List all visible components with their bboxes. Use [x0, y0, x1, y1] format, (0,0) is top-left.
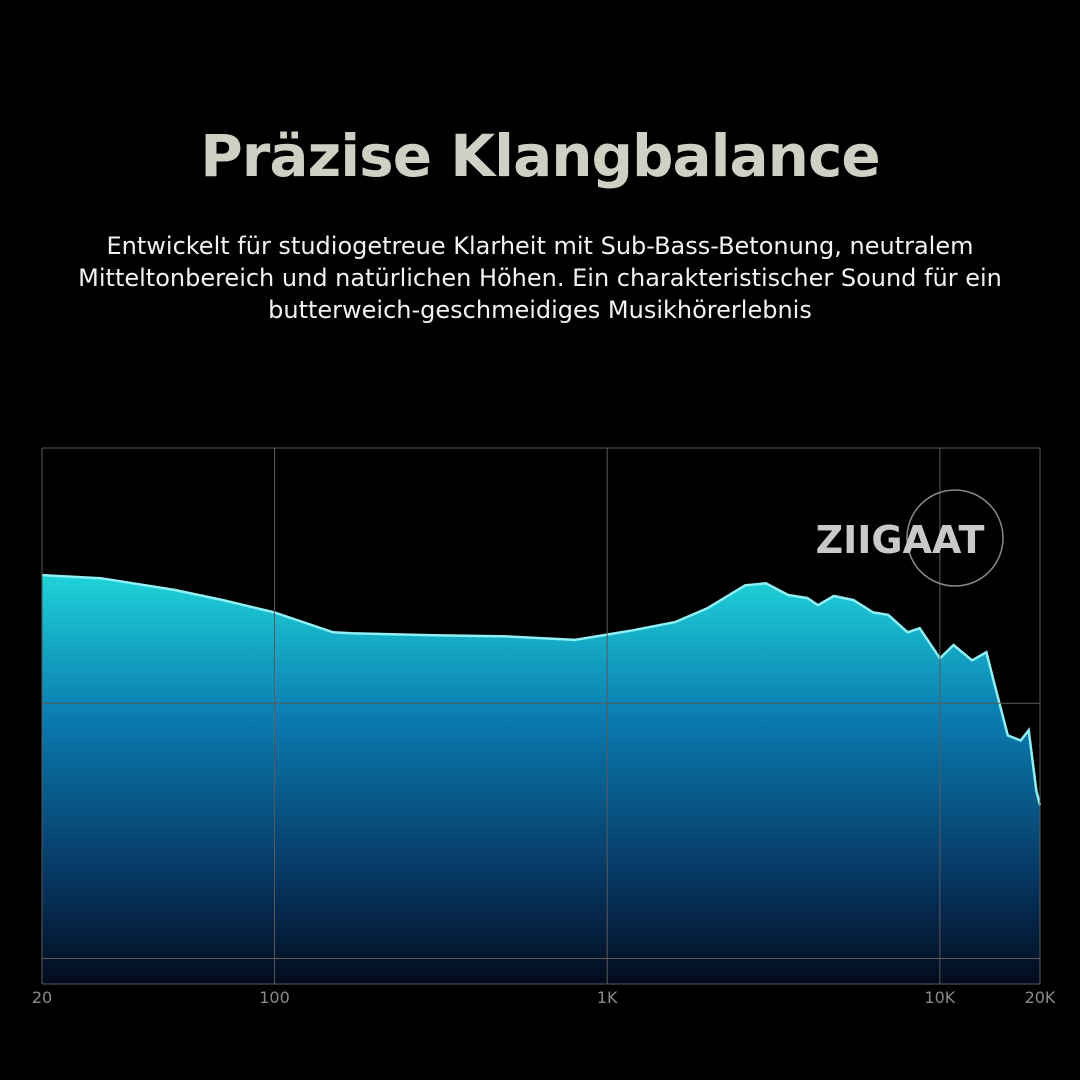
title: Präzise Klangbalance — [200, 122, 880, 190]
x-tick-label: 100 — [259, 988, 290, 1007]
area-fill — [42, 575, 1040, 984]
x-tick-label: 20K — [1025, 988, 1056, 1007]
brand: ZIIGAAT — [816, 518, 985, 562]
x-tick-label: 20 — [32, 988, 52, 1007]
x-tick-label: 1K — [597, 988, 618, 1007]
subtitle: Entwickelt für studiogetreue Klarheit mi… — [78, 232, 1002, 324]
area-line — [41, 573, 1042, 806]
brand-ring — [906, 489, 1004, 587]
x-tick-label: 10K — [924, 988, 955, 1007]
